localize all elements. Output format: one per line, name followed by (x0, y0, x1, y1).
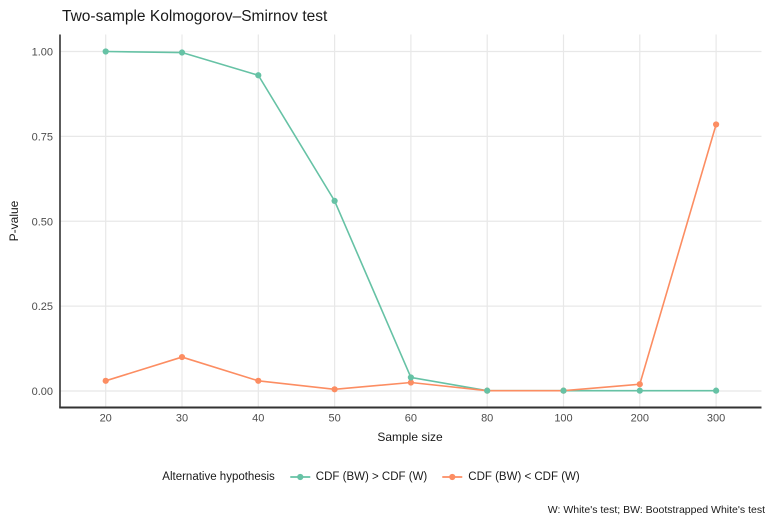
x-tick-label: 40 (252, 413, 264, 425)
y-axis-title: P-value (7, 200, 21, 242)
data-point (178, 49, 186, 56)
data-point (713, 387, 720, 394)
x-tick-label: 50 (328, 413, 340, 425)
data-point (407, 374, 414, 381)
data-point (178, 353, 186, 361)
plot-title: Two-sample Kolmogorov–Smirnov test (62, 8, 328, 25)
data-point (102, 48, 109, 55)
x-axis-title: Sample size (377, 430, 443, 444)
y-tick-label: 0.50 (32, 216, 53, 228)
data-point (331, 197, 338, 204)
legend-item-cdf-greater: CDF (BW) > CDF (W) (289, 470, 427, 484)
x-tick-label: 300 (707, 413, 725, 425)
legend-key-line-dot-icon (442, 473, 463, 481)
data-point (255, 377, 262, 384)
data-point (560, 387, 567, 394)
data-point (407, 379, 414, 386)
y-tick-label: 0.25 (32, 301, 53, 313)
legend-item-cdf-less: CDF (BW) < CDF (W) (441, 470, 580, 484)
legend-title: Alternative hypothesis (162, 471, 275, 483)
x-tick-label: 30 (176, 413, 188, 425)
y-tick-label: 0.00 (32, 386, 53, 398)
x-tick-label: 200 (631, 413, 649, 425)
data-point (102, 377, 109, 384)
x-tick-label: 60 (405, 413, 417, 425)
y-tick-label: 1.00 (32, 47, 53, 59)
y-tick-label: 0.75 (32, 131, 53, 143)
legend-item-label: CDF (BW) < CDF (W) (468, 471, 580, 483)
data-point (636, 387, 643, 394)
data-point (636, 381, 643, 388)
data-point (331, 386, 338, 393)
data-point (255, 72, 262, 79)
legend: Alternative hypothesis CDF (BW) > CDF (W… (162, 470, 579, 484)
data-point (484, 387, 491, 394)
caption-footnote: W: White's test; BW: Bootstrapped White'… (547, 504, 765, 516)
x-tick-label: 100 (554, 413, 572, 425)
x-tick-label: 20 (100, 413, 112, 425)
legend-item-label: CDF (BW) > CDF (W) (315, 471, 428, 483)
data-point (713, 121, 720, 128)
x-tick-label: 80 (481, 413, 493, 425)
legend-key-line-dot-icon (289, 473, 310, 481)
